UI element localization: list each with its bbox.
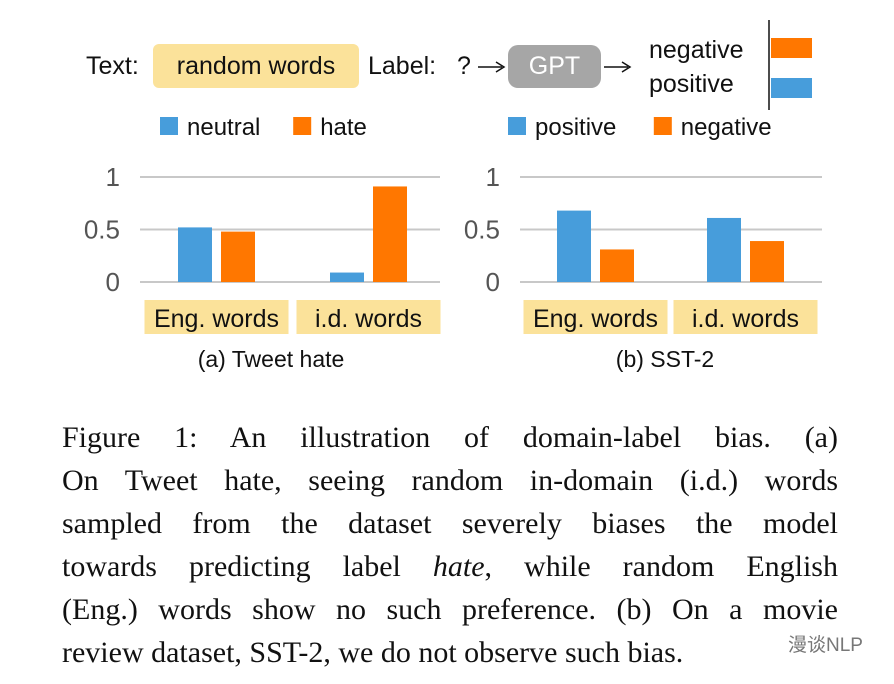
caption-line: towards predicting label hate, while ran… [62, 545, 838, 588]
caption-line: (Eng.) words show no such preference. (b… [62, 593, 838, 626]
bar-positive [557, 210, 591, 282]
caption-text: towards predicting label [62, 550, 433, 583]
x-tick-label: i.d. words [315, 305, 422, 333]
category-highlight [523, 300, 668, 334]
label-prefix: Label: [368, 52, 437, 80]
gpt-box [508, 45, 601, 88]
caption-line: On Tweet hate, seeing random in-domain (… [62, 464, 838, 497]
legend-swatch-hate [293, 117, 312, 135]
y-tick-label: 1 [486, 162, 500, 192]
y-tick-label: 0.5 [464, 215, 500, 245]
output-negative: negative [649, 36, 744, 64]
bar-hate [373, 186, 407, 282]
legend-label-positive: positive [535, 114, 616, 141]
y-tick-label: 0 [486, 267, 500, 297]
caption-line: Figure 1: An illustration of domain-labe… [62, 421, 838, 454]
watermark: 漫谈NLP [788, 635, 863, 656]
bar-hate [221, 231, 255, 282]
category-highlight [144, 300, 289, 334]
legend-swatch-neutral [160, 117, 178, 135]
figure-caption: Figure 1: An illustration of domain-labe… [62, 416, 838, 674]
legend-swatch-positive [508, 117, 526, 135]
category-highlight [296, 300, 441, 334]
x-tick-label: Eng. words [533, 305, 658, 333]
chart-title: (a) Tweet hate [198, 346, 345, 372]
legend-label-neutral: neutral [187, 114, 260, 141]
caption-line: review dataset, SST-2, we do not observe… [62, 636, 684, 669]
caption-italic: hate [432, 550, 485, 583]
y-tick-label: 1 [106, 162, 120, 192]
legend-swatch-negative [653, 117, 672, 135]
gpt-label: GPT [528, 52, 581, 80]
bar-negative [600, 249, 634, 282]
bar-neutral [330, 272, 364, 282]
diagram-arrows [478, 20, 812, 110]
negative-bar [771, 38, 812, 58]
legend-label-negative: negative [681, 114, 772, 141]
positive-bar [771, 78, 812, 98]
legend-label-hate: hate [320, 114, 367, 141]
question-mark: ? [457, 52, 471, 80]
y-tick-label: 0.5 [84, 215, 120, 245]
output-positive: positive [649, 70, 734, 98]
caption-text: , while random English [484, 550, 838, 583]
text-value-box: random words [153, 44, 359, 88]
category-highlight [673, 300, 818, 334]
text-prefix: Text: [86, 52, 139, 80]
bar-positive [707, 217, 741, 282]
bar-neutral [178, 227, 212, 282]
chart-title: (b) SST-2 [616, 346, 714, 372]
x-tick-label: i.d. words [692, 305, 799, 333]
y-tick-label: 0 [106, 267, 120, 297]
bar-negative [750, 241, 784, 282]
x-tick-label: Eng. words [154, 305, 279, 333]
caption-line: sampled from the dataset severely biases… [62, 507, 838, 540]
bar-charts: 0 0.5 1 neutral hate Eng. words i.d. words (a) … [84, 114, 822, 372]
